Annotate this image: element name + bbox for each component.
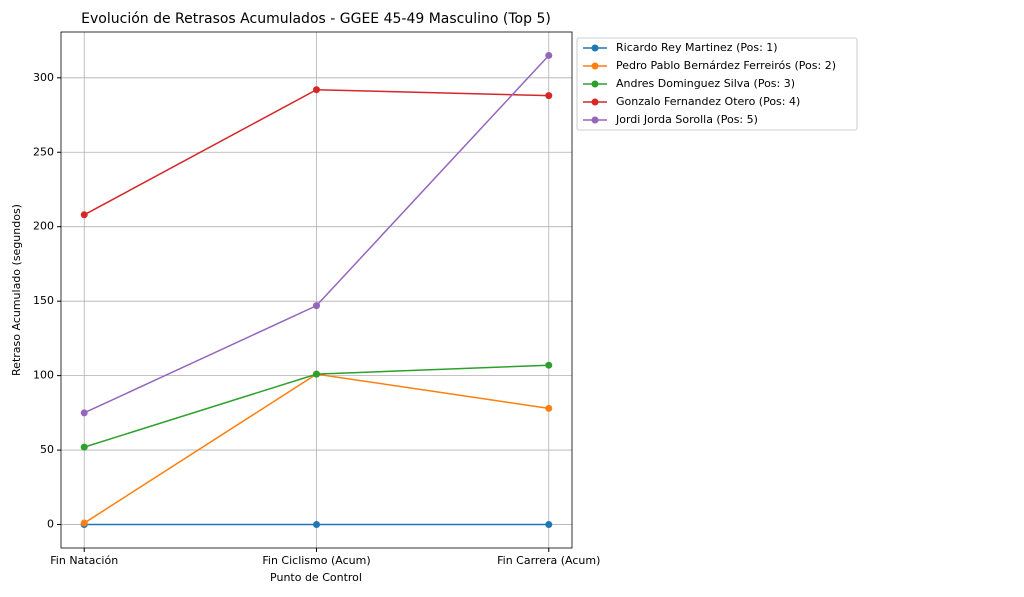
data-point — [545, 92, 553, 100]
legend-label: Andres Dominguez Silva (Pos: 3) — [616, 77, 795, 90]
y-tick-label: 0 — [47, 518, 54, 531]
legend-marker — [591, 62, 599, 70]
legend-marker — [591, 98, 599, 106]
y-tick-label: 300 — [33, 71, 54, 84]
data-point — [80, 443, 88, 451]
x-tick-label: Fin Carrera (Acum) — [497, 554, 600, 567]
legend-label: Pedro Pablo Bernárdez Ferreirós (Pos: 2) — [616, 59, 836, 72]
data-point — [545, 361, 553, 369]
legend-label: Jordi Jorda Sorolla (Pos: 5) — [615, 113, 758, 126]
data-point — [545, 521, 553, 529]
data-point — [313, 370, 320, 378]
y-tick-label: 250 — [33, 145, 54, 158]
y-axis-label: Retraso Acumulado (segundos) — [10, 204, 23, 376]
data-point — [80, 211, 88, 219]
data-point — [313, 521, 320, 529]
legend-marker — [591, 116, 599, 124]
legend-marker — [591, 80, 599, 88]
legend-label: Gonzalo Fernandez Otero (Pos: 4) — [616, 95, 800, 108]
x-tick-label: Fin Ciclismo (Acum) — [262, 554, 370, 567]
legend-marker — [591, 44, 599, 52]
x-tick-label: Fin Natación — [50, 554, 118, 567]
data-point — [545, 404, 553, 412]
data-point — [80, 519, 88, 527]
x-axis-label: Punto de Control — [270, 571, 362, 584]
data-point — [545, 51, 553, 59]
y-tick-label: 150 — [33, 294, 54, 307]
y-tick-label: 200 — [33, 220, 54, 233]
legend-box — [576, 37, 858, 131]
chart-title: Evolución de Retrasos Acumulados - GGEE … — [81, 11, 551, 27]
data-point — [313, 302, 320, 310]
plot-frame — [60, 31, 573, 549]
y-tick-label: 100 — [33, 369, 54, 382]
y-tick-label: 50 — [40, 443, 54, 456]
data-point — [313, 86, 320, 94]
data-point — [80, 409, 88, 417]
legend-label: Ricardo Rey Martinez (Pos: 1) — [616, 41, 778, 54]
